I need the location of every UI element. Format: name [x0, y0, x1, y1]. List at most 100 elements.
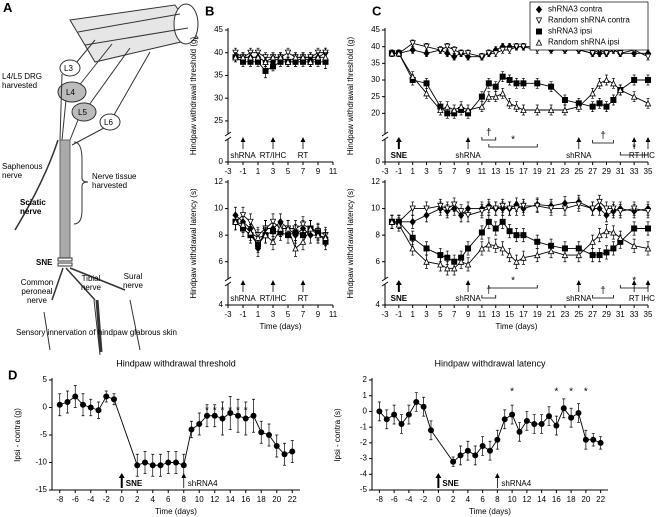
marker	[444, 264, 451, 272]
marker	[499, 89, 506, 97]
x-tick-label: 13	[491, 167, 500, 176]
marker	[450, 201, 458, 209]
marker	[546, 413, 553, 420]
marker	[451, 52, 458, 61]
marker	[219, 415, 226, 422]
marker	[423, 43, 430, 51]
x-tick-label: 12	[210, 495, 219, 504]
marker	[180, 462, 187, 469]
marker	[548, 83, 555, 90]
axis-break	[224, 131, 232, 137]
marker	[423, 258, 430, 265]
marker	[534, 251, 541, 259]
drg-l3	[59, 59, 81, 77]
legend-marker	[535, 39, 543, 46]
marker	[561, 251, 569, 259]
marker	[457, 208, 465, 215]
marker	[597, 439, 604, 446]
annotation-arrowhead	[435, 473, 442, 478]
x-tick-label: -4	[405, 495, 413, 504]
marker	[450, 458, 457, 465]
marker	[506, 77, 513, 84]
level-label: L3	[64, 64, 73, 73]
x-tick-label: 1	[256, 310, 261, 319]
x-tick-label: 16	[241, 495, 250, 504]
marker	[513, 43, 520, 51]
marker	[589, 252, 596, 259]
marker	[492, 83, 499, 90]
marker	[506, 99, 513, 107]
x-tick-label: 17	[519, 310, 528, 319]
marker	[499, 202, 506, 210]
marker	[437, 47, 444, 54]
marker	[388, 218, 396, 225]
marker	[464, 447, 471, 454]
x-tick-label: 17	[519, 167, 528, 176]
marker	[506, 228, 513, 235]
significance-bracket	[481, 295, 497, 299]
x-tick-label: -2	[103, 495, 111, 504]
x-tick-label: 14	[537, 495, 546, 504]
annotation: RT	[298, 151, 309, 160]
marker	[409, 234, 416, 241]
marker	[596, 79, 603, 87]
tissue-bracket	[73, 141, 89, 225]
y-axis-label: Hindpaw withdrawal latency (s)	[189, 188, 198, 299]
panel-label: C	[372, 3, 382, 18]
x-tick-label: 4	[151, 495, 156, 504]
y-tick-label: 5	[43, 375, 48, 384]
annotation: RT	[629, 151, 640, 160]
axis-break	[381, 131, 389, 137]
x-tick-label: 9	[316, 310, 321, 319]
marker	[589, 103, 596, 110]
significance-mark: *	[632, 143, 636, 154]
x-tick-label: 14	[226, 495, 235, 504]
marker	[520, 254, 527, 261]
marker	[513, 232, 520, 239]
x-tick-label: 9	[466, 310, 471, 319]
annotation-arrowhead	[300, 137, 306, 142]
annotation: SNE	[126, 479, 143, 488]
marker	[617, 50, 624, 57]
x-tick-label: 9	[316, 167, 321, 176]
x-tick-label: 18	[567, 495, 576, 504]
significance-mark: *	[584, 387, 588, 398]
marker	[485, 218, 492, 225]
marker	[645, 225, 652, 232]
marker	[239, 53, 247, 61]
sne-ring	[57, 257, 73, 262]
marker	[465, 245, 472, 252]
marker	[538, 420, 545, 427]
x-tick-label: 31	[616, 167, 625, 176]
marker	[561, 97, 568, 104]
marker	[547, 205, 555, 213]
marker	[284, 58, 292, 65]
annotation-arrowhead	[645, 137, 651, 142]
x-tick-label: 11	[329, 167, 338, 176]
marker	[254, 53, 262, 61]
x-tick-label: 8	[495, 495, 500, 504]
marker	[299, 53, 307, 61]
marker	[645, 77, 652, 84]
level-label: L5	[78, 108, 87, 117]
x-tick-label: 10	[195, 495, 204, 504]
y-tick-label: -2	[360, 438, 368, 447]
x-tick-label: 20	[272, 495, 281, 504]
x-tick-label: 2	[135, 495, 140, 504]
x-axis-label: Time (days)	[260, 322, 302, 331]
y-axis-label: Ipsi - contra (s)	[333, 408, 342, 462]
x-tick-label: -2	[420, 495, 428, 504]
x-tick-label: 35	[644, 310, 653, 319]
marker	[239, 212, 247, 219]
annotation-arrowhead	[645, 280, 651, 285]
marker	[87, 404, 94, 411]
marker	[423, 89, 430, 97]
marker	[478, 208, 486, 215]
marker	[391, 411, 398, 418]
x-tick-label: 33	[630, 167, 639, 176]
marker	[501, 416, 508, 423]
y-tick-label: -4	[360, 469, 368, 478]
marker	[499, 73, 506, 80]
marker	[589, 205, 596, 213]
significance-bracket	[619, 152, 649, 156]
